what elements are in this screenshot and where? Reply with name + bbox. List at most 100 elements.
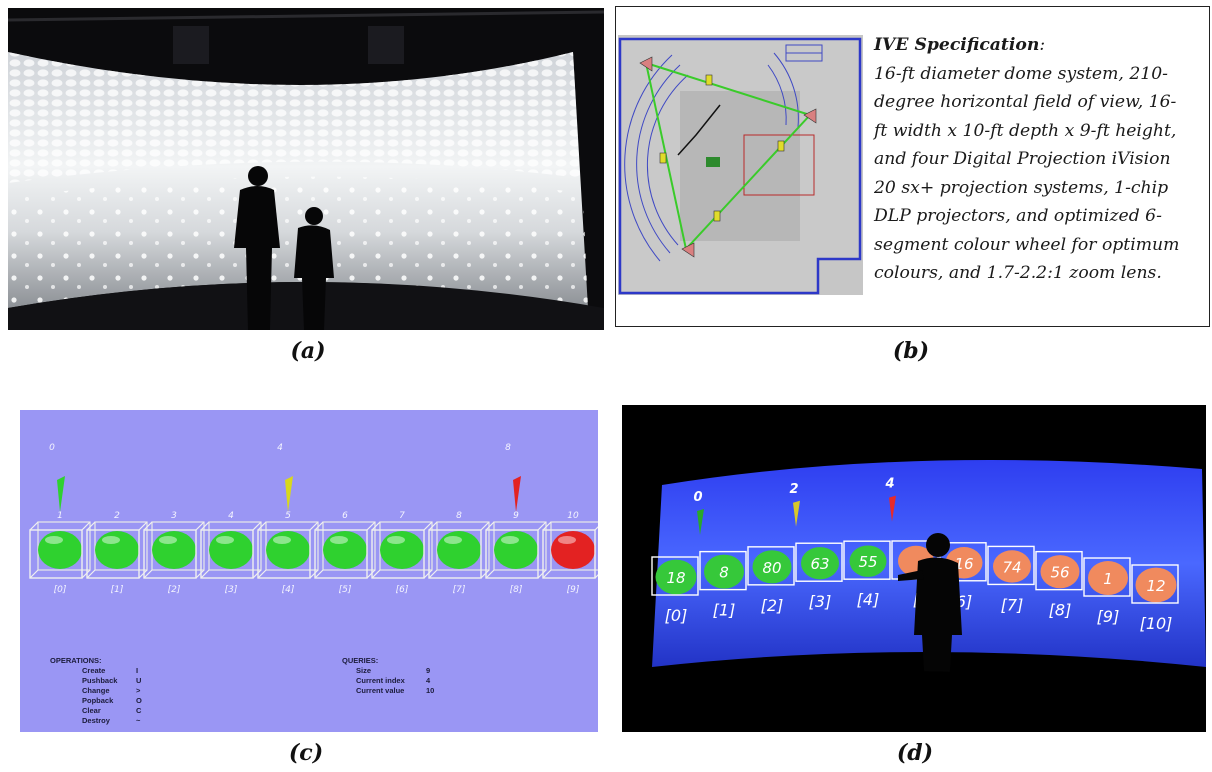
query-value: 4 bbox=[426, 676, 431, 685]
ball-value: 56 bbox=[1050, 564, 1069, 582]
position-number: 6 bbox=[342, 511, 348, 521]
operation-name: Clear bbox=[82, 706, 101, 715]
position-number: 1 bbox=[57, 511, 63, 521]
operations-panel: OPERATIONS: Create I Pushback U Change > Popba… bbox=[50, 656, 142, 726]
index-label: [2] bbox=[168, 585, 181, 595]
index-label: [6] bbox=[396, 585, 409, 595]
operations-title: OPERATIONS: bbox=[50, 656, 102, 665]
spec-line: segment colour wheel for optimum bbox=[874, 234, 1180, 255]
position-number: 3 bbox=[171, 511, 177, 521]
pointer-arrow bbox=[889, 495, 896, 522]
vector-cell bbox=[795, 542, 843, 582]
vector-cell bbox=[747, 546, 795, 586]
index-label: [8] bbox=[510, 585, 523, 595]
operation-row: Pushback U bbox=[50, 676, 142, 686]
operation-key: > bbox=[136, 686, 141, 695]
operation-row: Clear C bbox=[50, 706, 142, 716]
query-value: 9 bbox=[426, 666, 431, 675]
vector-cell bbox=[29, 521, 91, 579]
ive-specification: IVE Specification: 16-ft diameter dome s… bbox=[874, 31, 1209, 288]
spec-line: degree horizontal field of view, 16- bbox=[874, 92, 1177, 112]
floor-plan-diagram bbox=[618, 35, 863, 295]
element-ball bbox=[152, 531, 196, 569]
element-ball bbox=[494, 531, 538, 569]
vector-cell bbox=[428, 521, 490, 579]
vector-cell bbox=[143, 521, 205, 579]
position-number: 5 bbox=[285, 511, 291, 521]
index-label: [7] bbox=[453, 585, 466, 595]
position-number: 7 bbox=[399, 511, 405, 521]
element-ball bbox=[38, 531, 82, 569]
query-row: Size 9 bbox=[342, 666, 434, 676]
caption-b: (b) bbox=[892, 338, 930, 364]
query-name: Current value bbox=[356, 686, 405, 695]
spec-title: IVE Specification bbox=[874, 35, 1040, 55]
spec-line: DLP projectors, and optimized 6- bbox=[874, 206, 1162, 226]
operation-row: Popback O bbox=[50, 696, 142, 706]
operation-row: Destroy ~ bbox=[50, 716, 142, 726]
operation-key: I bbox=[136, 666, 139, 675]
element-ball bbox=[95, 531, 139, 569]
ball-value: 80 bbox=[762, 559, 781, 577]
element-ball bbox=[655, 559, 697, 595]
pointer-label: 4 bbox=[884, 477, 894, 492]
ball-value: 1 bbox=[1103, 570, 1113, 588]
pointer-label: 0 bbox=[693, 490, 702, 505]
pointer-label: 0 bbox=[49, 443, 55, 453]
avatar-cluster bbox=[706, 157, 720, 167]
element-ball bbox=[323, 531, 367, 569]
position-number: 10 bbox=[567, 511, 579, 521]
query-row: Current value 10 bbox=[342, 686, 434, 696]
element-ball bbox=[849, 545, 887, 577]
operation-key: ~ bbox=[136, 716, 141, 725]
vector-cell bbox=[257, 521, 319, 579]
index-label: [10] bbox=[1140, 614, 1173, 633]
element-ball bbox=[437, 531, 481, 569]
element-ball bbox=[1088, 561, 1128, 596]
spec-line: and four Digital Projection iVision bbox=[874, 149, 1171, 169]
query-value: 10 bbox=[426, 686, 435, 695]
element-ball bbox=[551, 531, 595, 569]
index-label: [9] bbox=[567, 585, 580, 595]
element-ball bbox=[704, 554, 744, 589]
projector-right bbox=[368, 26, 404, 64]
pointer-arrow bbox=[793, 500, 800, 527]
vector-scene: [0] 1 [1] 2 [2] 3 [3] 4 [4] 5 [5] 6 [6] 7 [7] 8 [8] 9 [9] 1… bbox=[29, 443, 598, 595]
dome-vector-scene: 18[0]8[1]80[2]63[3]55[4][166]74[7]56[8]1… bbox=[622, 405, 1206, 732]
operation-row: Create I bbox=[50, 666, 142, 676]
panel-c-vector-visualization: [0] 1 [1] 2 [2] 3 [3] 4 [4] 5 [5] 6 [6] 7 [7] 8 [8] 9 [9] 1… bbox=[20, 410, 598, 732]
queries-title: QUERIES: bbox=[342, 656, 379, 665]
position-number: 9 bbox=[513, 511, 519, 521]
vector-cell bbox=[843, 540, 891, 580]
pointer-arrow bbox=[513, 476, 521, 512]
vector-cell bbox=[1131, 564, 1179, 604]
spec-line: 20 sx+ projection systems, 1-chip bbox=[874, 177, 1169, 198]
index-label: [4] bbox=[282, 585, 295, 595]
index-label: [1] bbox=[713, 601, 736, 620]
operation-name: Change bbox=[82, 686, 110, 695]
element-ball bbox=[380, 531, 424, 569]
vector-cell bbox=[86, 521, 148, 579]
query-name: Size bbox=[356, 666, 372, 675]
index-label: [0] bbox=[665, 606, 688, 625]
element-ball bbox=[752, 550, 792, 584]
vector-cell bbox=[485, 521, 547, 579]
pointer-arrow bbox=[285, 476, 293, 512]
element-ball bbox=[209, 531, 253, 569]
pointer-label: 2 bbox=[789, 482, 798, 497]
presenter-silhouette bbox=[898, 533, 962, 705]
query-row: Current index 4 bbox=[342, 676, 434, 686]
element-ball bbox=[993, 550, 1031, 583]
pointer-label: 4 bbox=[277, 443, 283, 453]
caption-d: (d) bbox=[896, 740, 934, 766]
vector-cell bbox=[200, 521, 262, 579]
dome-photo bbox=[8, 8, 604, 330]
element-ball bbox=[1040, 555, 1080, 589]
ball-value: 8 bbox=[719, 564, 729, 582]
element-ball bbox=[266, 531, 310, 569]
index-label: [2] bbox=[761, 596, 784, 615]
operation-row: Change > bbox=[50, 686, 142, 696]
vector-cell bbox=[1035, 550, 1083, 591]
panel-d-dome-vector-photo: 18[0]8[1]80[2]63[3]55[4][166]74[7]56[8]1… bbox=[622, 405, 1206, 732]
index-label: [8] bbox=[1049, 601, 1072, 620]
